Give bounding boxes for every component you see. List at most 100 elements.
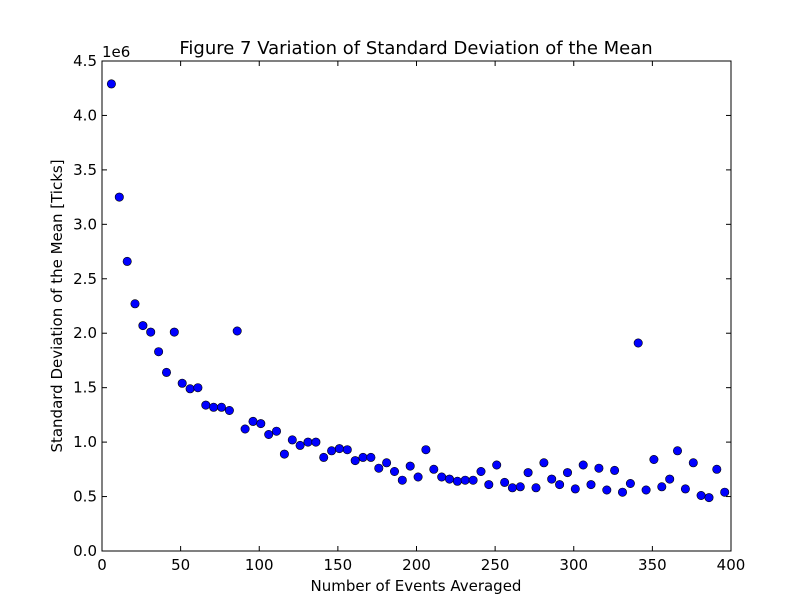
y-tick-label: 0.5 bbox=[73, 488, 97, 506]
data-point bbox=[366, 452, 376, 462]
data-point bbox=[649, 454, 659, 464]
x-tick-label: 200 bbox=[402, 556, 431, 574]
data-point bbox=[413, 472, 423, 482]
data-point bbox=[256, 419, 266, 429]
data-point bbox=[224, 405, 234, 415]
data-point bbox=[617, 487, 627, 497]
data-point bbox=[405, 461, 415, 471]
x-tick-label: 0 bbox=[97, 556, 107, 574]
data-point bbox=[232, 326, 242, 336]
data-point bbox=[209, 402, 219, 412]
data-point bbox=[570, 484, 580, 494]
data-point bbox=[515, 482, 525, 492]
data-point bbox=[633, 338, 643, 348]
data-point bbox=[523, 468, 533, 478]
x-tick-label: 250 bbox=[481, 556, 510, 574]
data-point bbox=[169, 327, 179, 337]
data-point bbox=[185, 384, 195, 394]
data-point bbox=[696, 490, 706, 500]
data-points bbox=[106, 79, 730, 503]
data-point bbox=[484, 480, 494, 490]
x-tick-label: 100 bbox=[245, 556, 274, 574]
data-point bbox=[319, 452, 329, 462]
y-tick-label: 1.5 bbox=[73, 379, 97, 397]
data-point bbox=[602, 485, 612, 495]
data-point bbox=[193, 383, 203, 393]
chart-title: Figure 7 Variation of Standard Deviation… bbox=[179, 38, 652, 59]
data-point bbox=[672, 446, 682, 456]
data-point bbox=[625, 478, 635, 488]
data-point bbox=[114, 192, 124, 202]
data-point bbox=[641, 485, 651, 495]
data-point bbox=[311, 437, 321, 447]
data-point bbox=[106, 79, 116, 89]
x-tick-label: 150 bbox=[324, 556, 353, 574]
y-tick-label: 1.0 bbox=[73, 433, 97, 451]
y-axis-ticks: 0.0 0.5 1.0 1.5 2.0 2.5 3.0 3.5 4.0 4.5 bbox=[73, 52, 731, 560]
data-point bbox=[539, 458, 549, 468]
data-point bbox=[610, 465, 620, 475]
data-point bbox=[327, 446, 337, 456]
data-point bbox=[460, 475, 470, 485]
data-point bbox=[712, 464, 722, 474]
x-tick-label: 50 bbox=[171, 556, 190, 574]
data-point bbox=[130, 299, 140, 309]
data-point bbox=[389, 466, 399, 476]
data-point bbox=[264, 429, 274, 439]
data-point bbox=[476, 466, 486, 476]
data-point bbox=[468, 475, 478, 485]
y-offset-label: 1e6 bbox=[102, 43, 130, 61]
data-point bbox=[271, 426, 281, 436]
data-point bbox=[146, 327, 156, 337]
data-point bbox=[720, 487, 730, 497]
data-point bbox=[248, 416, 258, 426]
data-point bbox=[397, 475, 407, 485]
data-point bbox=[429, 464, 439, 474]
data-point bbox=[374, 463, 384, 473]
data-point bbox=[342, 445, 352, 455]
data-point bbox=[531, 483, 541, 493]
x-axis-label: Number of Events Averaged bbox=[311, 577, 522, 595]
y-axis-label: Standard Deviation of the Mean [Ticks] bbox=[48, 159, 66, 452]
y-tick-label: 2.5 bbox=[73, 270, 97, 288]
y-tick-label: 3.5 bbox=[73, 161, 97, 179]
data-point bbox=[217, 402, 227, 412]
y-tick-label: 4.0 bbox=[73, 106, 97, 124]
data-point bbox=[680, 484, 690, 494]
data-point bbox=[421, 445, 431, 455]
data-point bbox=[437, 472, 447, 482]
x-axis-ticks: 0 50 100 150 200 250 300 350 400 bbox=[97, 61, 745, 574]
data-point bbox=[279, 449, 289, 459]
data-point bbox=[287, 435, 297, 445]
y-tick-label: 4.5 bbox=[73, 52, 97, 70]
data-point bbox=[507, 483, 517, 493]
data-point bbox=[500, 477, 510, 487]
data-point bbox=[562, 468, 572, 478]
plot-frame bbox=[101, 60, 732, 552]
data-point bbox=[555, 480, 565, 490]
data-point bbox=[578, 460, 588, 470]
data-point bbox=[665, 474, 675, 484]
y-tick-label: 0.0 bbox=[73, 542, 97, 560]
data-point bbox=[594, 463, 604, 473]
plot-area bbox=[101, 60, 732, 552]
data-point bbox=[154, 347, 164, 357]
data-point bbox=[177, 378, 187, 388]
y-tick-label: 2.0 bbox=[73, 324, 97, 342]
data-point bbox=[444, 474, 454, 484]
data-point bbox=[704, 493, 714, 503]
x-tick-label: 300 bbox=[559, 556, 588, 574]
data-point bbox=[295, 440, 305, 450]
data-point bbox=[122, 256, 132, 266]
data-point bbox=[586, 480, 596, 490]
x-tick-label: 400 bbox=[717, 556, 746, 574]
data-point bbox=[303, 437, 313, 447]
data-point bbox=[350, 456, 360, 466]
data-point bbox=[162, 367, 172, 377]
data-point bbox=[547, 474, 557, 484]
data-point bbox=[657, 482, 667, 492]
data-point bbox=[382, 458, 392, 468]
data-point bbox=[334, 444, 344, 454]
x-tick-label: 350 bbox=[638, 556, 667, 574]
